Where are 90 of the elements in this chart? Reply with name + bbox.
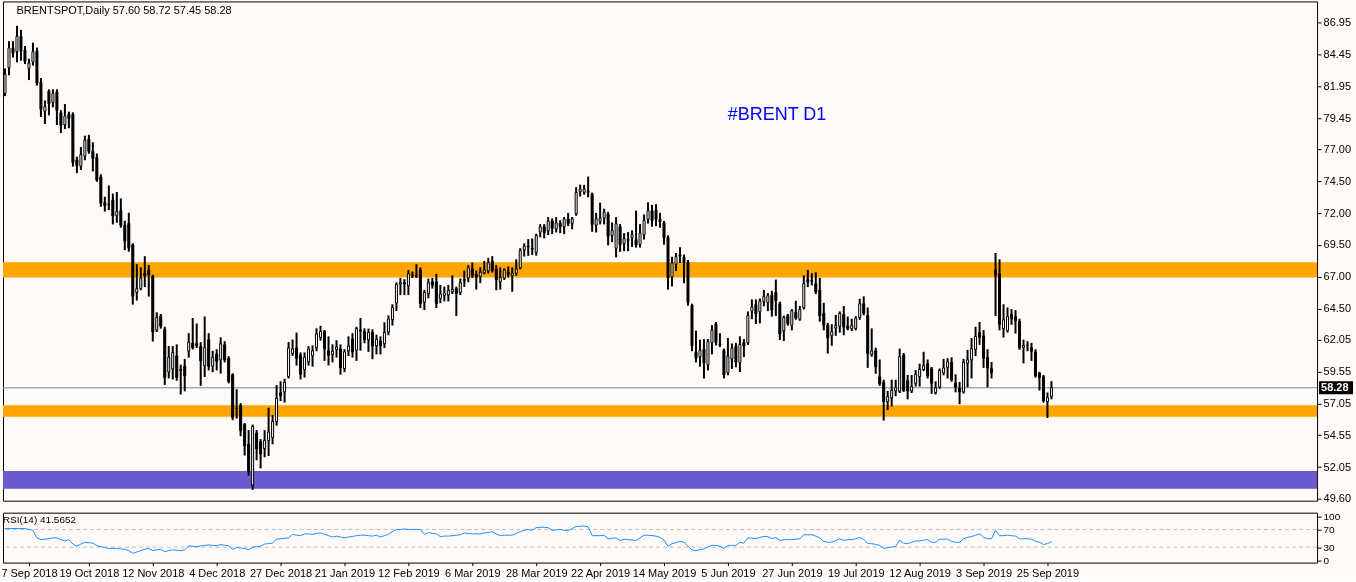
y-tick-label: 72.00	[1323, 206, 1351, 219]
y-tick-label: 79.45	[1323, 111, 1351, 124]
chart-title: BRENTSPOT,Daily 57.60 58.72 57.45 58.28	[16, 4, 232, 17]
candlestick	[191, 318, 195, 350]
candlestick	[366, 328, 370, 352]
candlestick	[526, 239, 530, 256]
y-tick-label: 74.50	[1323, 174, 1351, 187]
candlestick	[219, 337, 223, 374]
y-tick-label: 64.50	[1323, 302, 1351, 315]
candlestick	[950, 357, 954, 382]
candlestick	[702, 339, 706, 379]
x-tick-label: 28 Mar 2019	[505, 567, 568, 580]
candlestick	[187, 333, 191, 358]
candlestick	[323, 330, 327, 361]
candlestick	[626, 232, 630, 252]
line-series	[4, 525, 1052, 554]
candlestick	[63, 104, 67, 130]
x-tick-label: 12 Aug 2019	[889, 567, 951, 580]
candlestick	[370, 329, 374, 360]
x-tick-label: 27 Dec 2018	[249, 567, 313, 580]
x-tick-label: 14 May 2019	[632, 567, 697, 580]
candlestick	[734, 342, 738, 368]
candlestick	[406, 269, 410, 296]
x-tick-label: 12 Nov 2018	[122, 567, 185, 580]
x-tick-label: 22 Apr 2019	[571, 567, 631, 580]
candlestick	[15, 25, 19, 63]
x-tick-label: 6 Mar 2019	[445, 567, 501, 580]
y-tick-label: 0	[1323, 554, 1330, 566]
x-tick-label: 4 Dec 2018	[189, 567, 246, 580]
x-tick-label: 7 Sep 2018	[1, 567, 58, 580]
y-tick-label: 52.05	[1323, 460, 1351, 473]
candlestick	[494, 265, 498, 291]
candlestick	[303, 352, 307, 378]
candlestick	[754, 299, 758, 324]
x-tick-label: 19 Oct 2018	[59, 567, 120, 580]
candlestick	[790, 309, 794, 331]
candlestick	[838, 311, 842, 333]
y-tick-label: 81.95	[1323, 79, 1351, 92]
candlestick	[19, 29, 23, 61]
candlestick	[738, 336, 742, 373]
candlestick	[634, 210, 638, 248]
y-tick-label: 69.50	[1323, 238, 1351, 251]
x-tick-label: 3 Sep 2019	[955, 567, 1013, 580]
x-tick-label: 5 Jun 2019	[701, 567, 756, 580]
x-tick-label: 19 Jul 2019	[827, 567, 885, 580]
y-tick-label: 77.00	[1323, 142, 1351, 155]
annotation: #BRENT D1	[727, 104, 827, 125]
candlestick	[606, 211, 610, 246]
y-tick-label: 59.55	[1323, 365, 1351, 378]
y-tick-label: 30	[1323, 541, 1336, 553]
candlestick	[890, 379, 894, 407]
candlestick	[842, 305, 846, 336]
y-tick-label: 62.05	[1323, 333, 1351, 346]
candlestick	[450, 275, 454, 295]
candlestick	[530, 238, 534, 255]
y-tick-label: 54.55	[1323, 428, 1351, 441]
candlestick	[115, 192, 119, 223]
candlestick	[726, 338, 730, 376]
candlestick	[654, 204, 658, 227]
y-tick-label: 86.95	[1323, 16, 1351, 29]
y-tick-label: 100	[1323, 510, 1341, 522]
candlestick	[918, 363, 922, 387]
candlestick	[183, 358, 187, 392]
candlestick	[175, 344, 179, 381]
x-tick-label: 12 Feb 2019	[378, 567, 440, 580]
candlestick	[283, 378, 287, 403]
candlestick	[650, 204, 654, 227]
candlestick	[171, 346, 175, 380]
y-tick-label: 49.60	[1323, 491, 1351, 504]
candlestick	[339, 344, 342, 375]
x-tick-label: 25 Sep 2019	[1016, 567, 1080, 580]
candlestick	[434, 273, 438, 308]
candlestick	[331, 344, 335, 363]
y-tick-label: 57.05	[1323, 396, 1351, 409]
candlestick	[1006, 307, 1010, 333]
y-tick-label: 67.00	[1323, 270, 1351, 283]
candlestick	[143, 256, 147, 288]
candlestick	[267, 407, 271, 456]
x-tick-label: 21 Jan 2019	[314, 567, 376, 580]
candlestick	[358, 318, 362, 351]
y-tick-label: 70	[1323, 523, 1336, 535]
candlestick	[498, 267, 502, 290]
candlestick	[574, 187, 578, 216]
ref-line-label: 58.28	[1321, 380, 1349, 393]
candlestick	[830, 324, 834, 346]
candlestick	[946, 358, 950, 379]
chart-title: RSI(14) 41.5652	[2, 514, 77, 526]
y-tick-label: 84.45	[1323, 48, 1351, 61]
x-tick-label: 27 Jun 2019	[762, 567, 823, 580]
candlestick	[618, 224, 622, 252]
